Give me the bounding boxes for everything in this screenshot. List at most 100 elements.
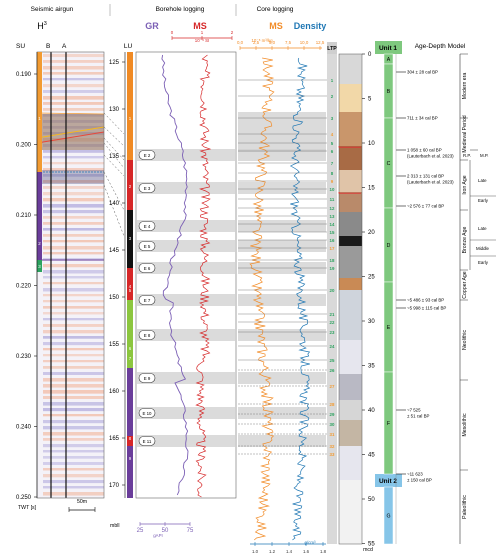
lu-unit-label: 2 <box>129 184 132 189</box>
age-depth-title: Age-Depth Model <box>415 43 466 50</box>
event-band <box>136 149 236 161</box>
migration-period-label: M.P. <box>480 153 488 158</box>
age-label: 711 ± 34 cal BP <box>407 116 438 121</box>
ltp-number: 15 <box>330 230 335 235</box>
core-segment <box>339 212 362 236</box>
event-badge <box>138 183 156 193</box>
density-title: Density <box>294 21 327 31</box>
ltp-number: 10 <box>330 187 335 192</box>
event-band <box>136 372 236 384</box>
age-label: (Lauterbach et al. 2023) <box>407 154 454 159</box>
core-event-band <box>238 372 326 384</box>
unit-1-label: Unit 1 <box>379 45 397 52</box>
ms-borehole-tick-label: 1 <box>201 30 204 35</box>
event-band <box>136 240 236 252</box>
ltp-numbers: 1234567891011121314151617181920212223242… <box>330 78 335 457</box>
su-3-block <box>37 260 42 272</box>
gr-tick-label: 50 <box>162 528 169 534</box>
core-segment <box>339 400 362 420</box>
mbll-tick-label: 140 <box>109 201 120 207</box>
gr-tick-label: 75 <box>187 528 194 534</box>
core-event-band <box>238 329 326 341</box>
ltp-column <box>327 54 337 544</box>
ltp-number: 22 <box>330 320 335 325</box>
event-badge <box>138 241 156 251</box>
lu-block <box>127 160 133 210</box>
age-depth-model: 304 ± 28 cal BP 711 ± 34 cal BP 1 058 ± 60… <box>395 54 454 544</box>
core-segment <box>339 146 362 170</box>
ltp-number: 29 <box>330 412 335 417</box>
period-label: Neolithic <box>462 330 468 350</box>
twt-axis-label: TWT [s] <box>18 505 37 511</box>
core-event-band <box>238 435 326 447</box>
twt-tick-label: 0.220 <box>16 284 32 290</box>
mcd-axis-label: mcd <box>363 547 373 553</box>
mbll-tick-label: 165 <box>109 436 120 442</box>
connector-lines <box>103 112 125 237</box>
ltp-label: LTP <box>327 46 337 52</box>
ltp-number: 30 <box>330 422 335 427</box>
ms-core-tick-label: 12,5 <box>316 40 325 45</box>
ltp-header-box <box>327 42 337 54</box>
core-segment <box>339 340 362 374</box>
core-segment <box>339 420 362 446</box>
mcd-tick-label: 0 <box>368 52 372 58</box>
ltp-number: 9 <box>331 179 334 184</box>
ltp-number: 23 <box>330 330 335 335</box>
density-axis: 1.0 1.2 1.4 1.6 1.8 <box>250 542 327 554</box>
period-label: Modern era <box>462 73 468 100</box>
event-badge <box>138 150 156 160</box>
mcd-tick-label: 45 <box>368 453 375 459</box>
ltp-number: 4 <box>331 132 334 137</box>
age-label: 1 058 ± 60 cal BP <box>407 148 442 153</box>
scale-bar-label: 50m <box>77 499 87 505</box>
ltp-number: 31 <box>330 432 335 437</box>
unit-2-label: Unit 2 <box>379 478 397 485</box>
event-badge <box>138 330 156 340</box>
density-tick-label: 1.4 <box>286 549 293 554</box>
lu-unit-label: 1 <box>129 116 132 121</box>
ms-borehole-curve <box>195 54 212 498</box>
core-lithology-column <box>338 53 363 545</box>
mbll-tick-label: 135 <box>109 154 120 160</box>
event-badge <box>138 221 156 231</box>
iron-early-label: Early <box>478 198 489 203</box>
header-borehole-logging: Borehole logging <box>156 6 205 13</box>
core-event-band <box>238 112 326 152</box>
gr-tick-label: 25 <box>137 528 144 534</box>
lu-unit-label: 9 <box>129 456 132 461</box>
ms-core-tick-label: 10,0 <box>300 40 309 45</box>
density-curve <box>289 57 311 541</box>
su-2-label: 2 <box>38 241 41 246</box>
ltp-number: 3 <box>331 116 334 121</box>
subunit-label: G <box>386 514 390 520</box>
period-column: Modern era Medieval Period Iron Age Bronze … <box>459 53 496 544</box>
core-segment <box>339 246 362 278</box>
ltp-number: 16 <box>330 238 335 243</box>
density-unit: g/cm³ <box>305 540 317 545</box>
twt-tick-label: 0.250 <box>16 495 32 501</box>
lu-unit-label: 3 <box>129 236 132 241</box>
event-label: E 5 <box>144 244 151 249</box>
core-segment <box>339 112 362 146</box>
twt-tick-label: 0.240 <box>16 425 32 431</box>
mcd-tick-label: 35 <box>368 364 375 370</box>
event-label: E 10 <box>142 411 152 416</box>
ms-borehole-tick-label: 0 <box>171 30 174 35</box>
twt-axis: 0.190 0.200 0.210 0.220 0.230 0.240 0.250 <box>16 52 38 501</box>
core-segment <box>339 192 362 212</box>
period-label: Iron Age <box>462 175 468 194</box>
ltp-number: 6 <box>331 149 334 154</box>
event-band <box>136 407 236 419</box>
age-label: ~7 525 <box>407 408 421 413</box>
lu-block <box>127 52 133 160</box>
event-label: E 6 <box>144 266 151 271</box>
core-event-band <box>238 407 326 419</box>
mbll-tick-label: 130 <box>109 107 120 113</box>
su-1-label: 1 <box>38 116 41 121</box>
period-label: Copper Age <box>462 271 468 299</box>
ltp-number: 12 <box>330 206 335 211</box>
mcd-tick-label: 40 <box>368 408 375 414</box>
density-tick-label: 1.6 <box>303 549 310 554</box>
lu-unit-label: 6 <box>129 346 132 351</box>
